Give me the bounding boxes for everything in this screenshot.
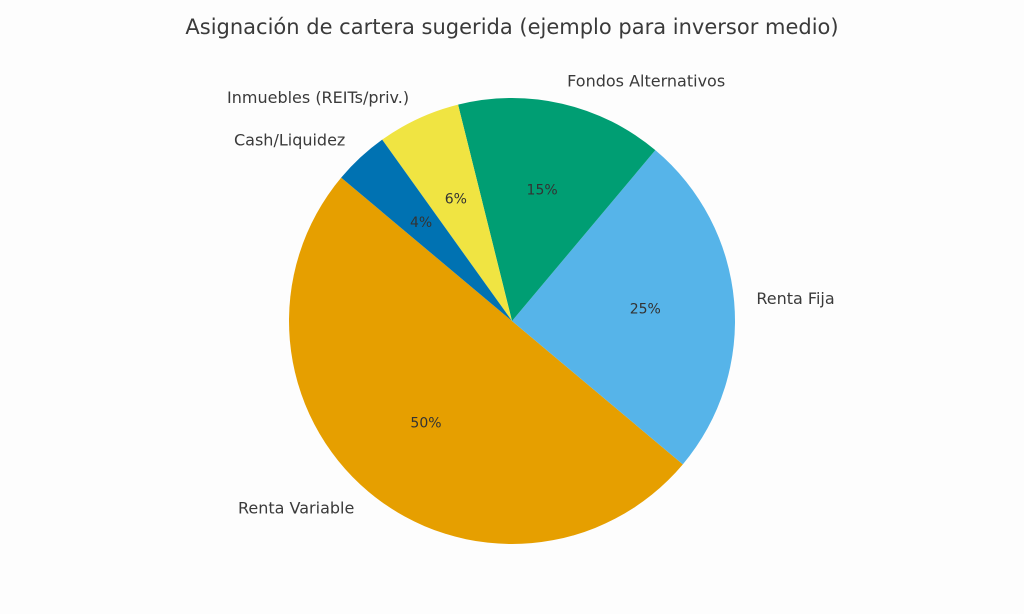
slice-label-2: Fondos Alternativos xyxy=(567,71,725,90)
slice-label-3: Inmuebles (REITs/priv.) xyxy=(227,88,409,107)
slice-pct-label-2: 15% xyxy=(527,183,558,199)
pie-slice-1 xyxy=(512,150,735,465)
slice-pct-label-4: 4% xyxy=(410,215,432,231)
slice-pct-label-0: 50% xyxy=(410,415,441,431)
pie-slices xyxy=(289,98,735,544)
slice-pct-label-3: 6% xyxy=(445,192,467,208)
slice-pct-label-1: 25% xyxy=(630,301,661,317)
slice-label-0: Renta Variable xyxy=(238,498,354,517)
pie-labels: Renta Variable 50% Renta Fija 25% Fondos Alt… xyxy=(227,71,835,517)
slice-label-4: Cash/Liquidez xyxy=(234,131,345,150)
pie-slice-4 xyxy=(341,139,512,321)
slice-label-1: Renta Fija xyxy=(756,289,834,308)
pie-slice-3 xyxy=(382,104,512,321)
chart-title: Asignación de cartera sugerida (ejemplo … xyxy=(185,15,838,39)
pie-slice-0 xyxy=(289,177,683,544)
pie-slice-2 xyxy=(458,98,656,322)
